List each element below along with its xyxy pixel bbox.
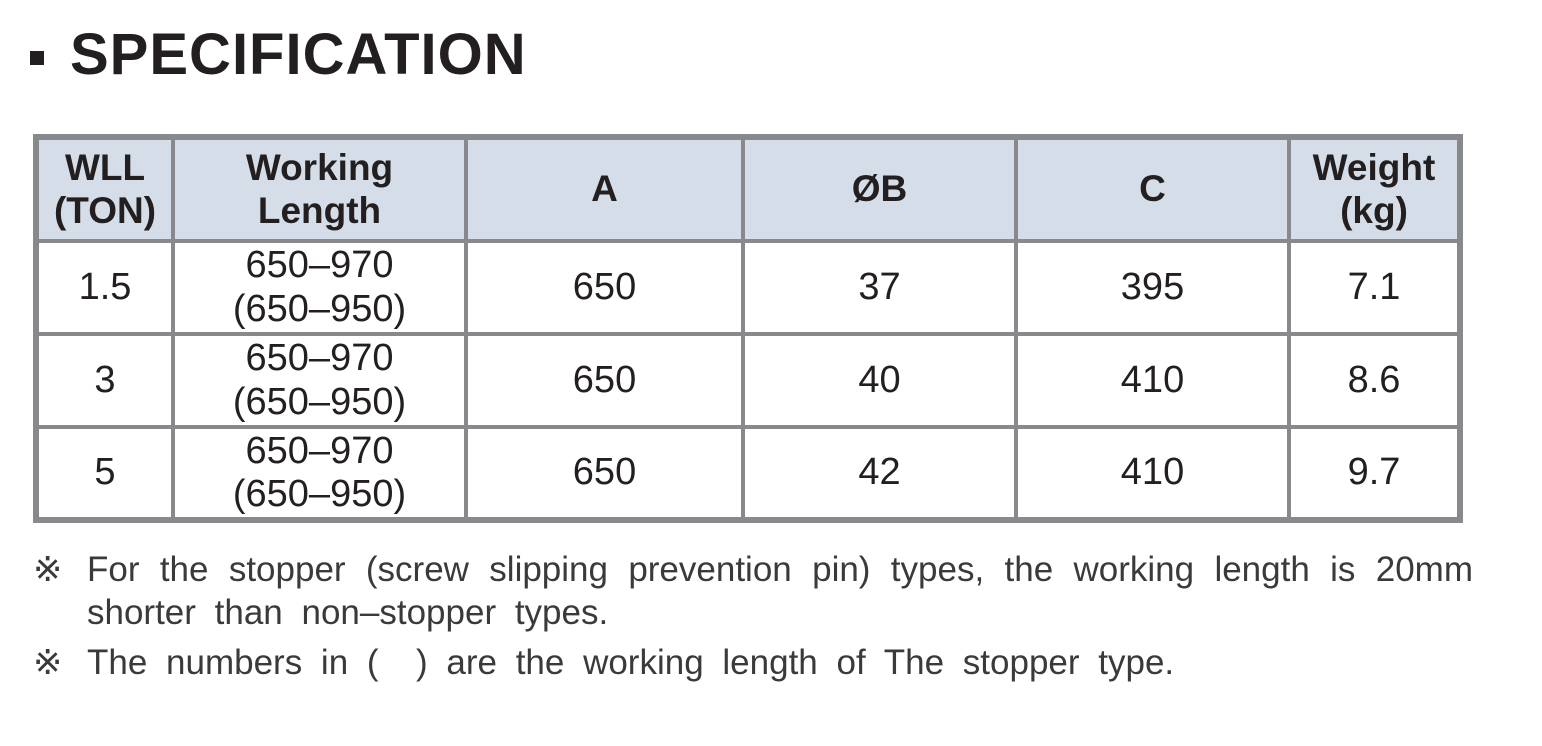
header-c: C (1014, 135, 1291, 243)
header-working-length: Working Length (171, 135, 468, 243)
footnote-text: For the stopper (screw slipping preventi… (87, 550, 1492, 632)
title-bullet-icon (30, 51, 44, 65)
table-row: 3 650–970 (650–950) 650 40 410 8.6 (34, 332, 1462, 429)
cell-c: 410 (1014, 425, 1291, 522)
specification-table: WLL (TON) Working Length A ØB C Weight (… (33, 134, 1463, 523)
cell-c: 410 (1014, 332, 1291, 429)
cell-diameter-b: 37 (741, 239, 1018, 336)
cell-wll: 3 (34, 332, 175, 429)
cell-working-length: 650–970 (650–950) (171, 239, 468, 336)
reference-mark-icon: ※ (33, 550, 63, 589)
cell-weight: 8.6 (1287, 332, 1462, 429)
cell-wll: 5 (34, 425, 175, 522)
cell-diameter-b: 42 (741, 425, 1018, 522)
header-a: A (464, 135, 745, 243)
header-diameter-b: ØB (741, 135, 1018, 243)
reference-mark-icon: ※ (33, 643, 63, 682)
cell-c: 395 (1014, 239, 1291, 336)
footnote-parentheses: ※ The numbers in ( ) are the working len… (33, 641, 1473, 684)
table-body: 1.5 650–970 (650–950) 650 37 395 7.1 3 6… (34, 239, 1462, 522)
header-wll: WLL (TON) (34, 135, 175, 243)
footnote-text: The numbers in ( ) are the working lengt… (87, 643, 1175, 682)
cell-a: 650 (464, 332, 745, 429)
cell-wll: 1.5 (34, 239, 175, 336)
table-header: WLL (TON) Working Length A ØB C Weight (… (34, 135, 1462, 243)
header-row: WLL (TON) Working Length A ØB C Weight (… (34, 135, 1462, 243)
footnote-stopper-length: ※ For the stopper (screw slipping preven… (33, 548, 1473, 634)
cell-a: 650 (464, 239, 745, 336)
table-row: 1.5 650–970 (650–950) 650 37 395 7.1 (34, 239, 1462, 336)
cell-weight: 9.7 (1287, 425, 1462, 522)
section-title-row: SPECIFICATION (30, 26, 527, 84)
table-row: 5 650–970 (650–950) 650 42 410 9.7 (34, 425, 1462, 522)
cell-working-length: 650–970 (650–950) (171, 332, 468, 429)
cell-diameter-b: 40 (741, 332, 1018, 429)
cell-a: 650 (464, 425, 745, 522)
page-title: SPECIFICATION (70, 22, 527, 87)
header-weight: Weight (kg) (1287, 135, 1462, 243)
cell-weight: 7.1 (1287, 239, 1462, 336)
footnotes: ※ For the stopper (screw slipping preven… (33, 548, 1473, 684)
cell-working-length: 650–970 (650–950) (171, 425, 468, 522)
